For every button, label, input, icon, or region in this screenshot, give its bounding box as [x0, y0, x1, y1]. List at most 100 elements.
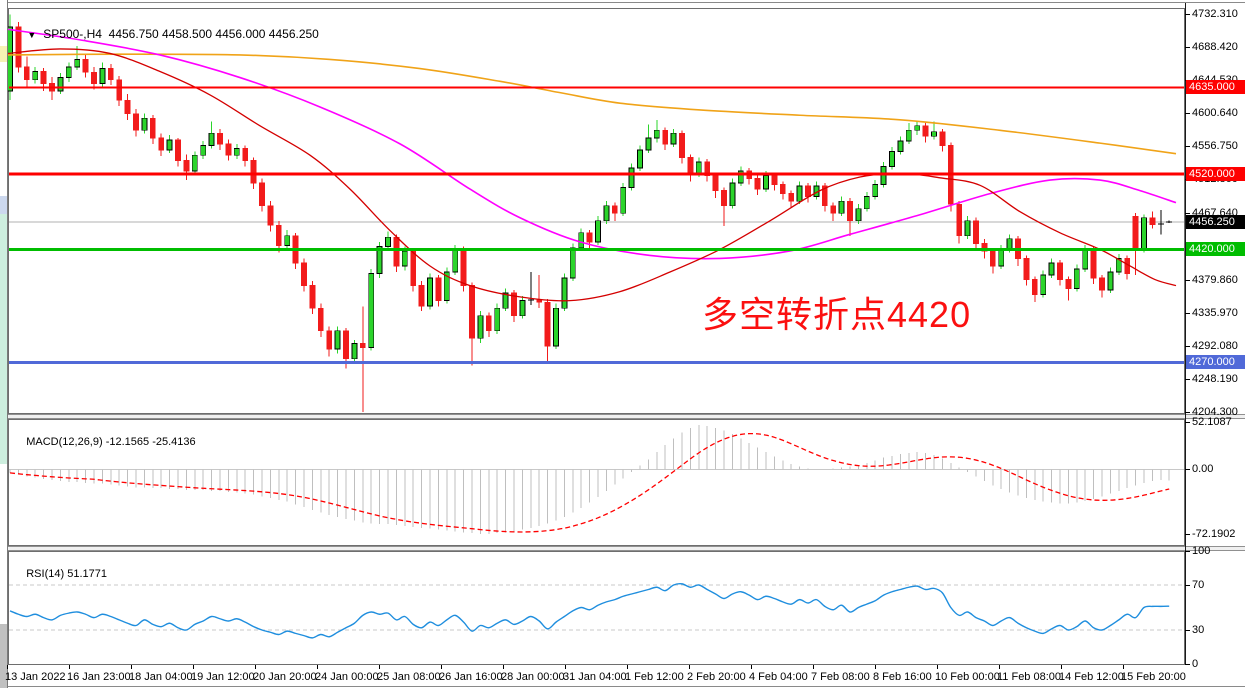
- price-tick-label-tickmark: [1185, 113, 1190, 114]
- rsi-line: [9, 583, 1170, 639]
- price-badge-4270: 4270.000: [1186, 355, 1245, 369]
- macd-header: MACD(12,26,9) -12.1565 -25.4136: [14, 424, 196, 460]
- time-tickmark: [689, 665, 690, 669]
- price-tick-label: 4248.190: [1192, 373, 1238, 385]
- annotation-text: 多空转折点4420: [702, 294, 972, 335]
- ohlc-values: 4456.750 4458.500 4456.000 4456.250: [108, 27, 319, 41]
- price-tick-label-tickmark: [1185, 47, 1190, 48]
- sliver-segment: [0, 464, 7, 624]
- adjacent-window-edge: [0, 0, 7, 688]
- price-badge-4635: 4635.000: [1186, 80, 1245, 94]
- macd-indicator-canvas[interactable]: [8, 419, 1185, 546]
- sliver-segment: [0, 0, 7, 46]
- sliver-segment: [0, 196, 7, 214]
- time-label: 24 Jan 00:00: [315, 671, 379, 683]
- time-tickmark: [131, 665, 132, 669]
- time-label: 1 Feb 12:00: [625, 671, 684, 683]
- time-tickmark: [441, 665, 442, 669]
- price-badge-4420: 4420.000: [1186, 242, 1245, 256]
- price-tick-label: 4556.750: [1192, 140, 1238, 152]
- rsi-tick-label-tickmark: [1185, 664, 1190, 665]
- time-tickmark: [379, 665, 380, 669]
- candlestick-series: [8, 14, 1173, 413]
- rsi-name: RSI(14): [26, 568, 65, 580]
- macd-tick-label-tickmark: [1185, 422, 1190, 423]
- symbol-header: ▼ SP500-,H4 4456.750 4458.500 4456.000 44…: [14, 13, 319, 55]
- time-tickmark: [69, 665, 70, 669]
- collapse-chevron-icon[interactable]: ▼: [27, 30, 37, 40]
- price-badge-4520: 4520.000: [1186, 167, 1245, 181]
- price-tick-label: 4732.310: [1192, 8, 1238, 20]
- rsi-tick-label: 70: [1192, 579, 1205, 591]
- macd-tick-label: 0.00: [1192, 463, 1214, 475]
- ma-slow-orange: [8, 53, 1177, 155]
- price-tick-label-tickmark: [1185, 14, 1190, 15]
- rsi-tick-label-tickmark: [1185, 585, 1190, 586]
- time-label: 18 Jan 04:00: [129, 671, 193, 683]
- time-tickmark: [503, 665, 504, 669]
- ma-mid-magenta: [8, 28, 1177, 260]
- price-tick-label: 4379.860: [1192, 274, 1238, 286]
- price-tick-label-tickmark: [1185, 379, 1190, 380]
- time-label: 15 Feb 20:00: [1121, 671, 1186, 683]
- price-tick-label-tickmark: [1185, 346, 1190, 347]
- macd-tick-label-tickmark: [1185, 469, 1190, 470]
- time-label: 14 Feb 12:00: [1059, 671, 1124, 683]
- macd-values: -12.1565 -25.4136: [105, 436, 196, 448]
- current-price-badge: 4456.250: [1186, 215, 1245, 229]
- time-tickmark: [7, 665, 8, 669]
- time-label: 20 Jan 20:00: [253, 671, 317, 683]
- time-tickmark: [193, 665, 194, 669]
- time-label: 28 Jan 00:00: [501, 671, 565, 683]
- price-tick-label: 4600.640: [1192, 107, 1238, 119]
- window-left-divider: [7, 0, 8, 688]
- time-tickmark: [813, 665, 814, 669]
- rsi-header: RSI(14) 51.1771: [14, 556, 107, 592]
- rsi-indicator-canvas[interactable]: [8, 551, 1185, 665]
- macd-tick-label: -72.1902: [1192, 528, 1236, 540]
- panel-divider-rsi[interactable]: [8, 546, 1245, 551]
- time-tickmark: [1123, 665, 1124, 669]
- time-label: 31 Jan 04:00: [563, 671, 627, 683]
- time-tickmark: [875, 665, 876, 669]
- price-tick-label-tickmark: [1185, 146, 1190, 147]
- price-tick-label: 4204.300: [1192, 406, 1238, 418]
- panel-divider-macd[interactable]: [8, 414, 1245, 419]
- price-tick-label-tickmark: [1185, 412, 1190, 413]
- sliver-segment: [0, 214, 7, 464]
- time-label: 11 Feb 08:00: [997, 671, 1062, 683]
- sliver-segment: [0, 62, 7, 196]
- price-tick-label-tickmark: [1185, 213, 1190, 214]
- window-bottom-edge: [8, 686, 1245, 687]
- price-axis-separator: [1185, 3, 1186, 665]
- rsi-tick-label: 0: [1192, 658, 1199, 670]
- time-label: 16 Jan 23:00: [67, 671, 131, 683]
- sliver-segment: [0, 624, 7, 688]
- time-label: 10 Feb 00:00: [935, 671, 1000, 683]
- time-label: 7 Feb 08:00: [811, 671, 870, 683]
- macd-tick-label: 52.1087: [1192, 416, 1232, 428]
- price-tick-label-tickmark: [1185, 280, 1190, 281]
- time-tickmark: [751, 665, 752, 669]
- time-tickmark: [317, 665, 318, 669]
- rsi-tick-label: 30: [1192, 624, 1205, 636]
- macd-signal-line: [9, 432, 1170, 533]
- macd-name: MACD(12,26,9): [26, 436, 103, 448]
- rsi-tick-label-tickmark: [1185, 630, 1190, 631]
- rsi-tick-label-tickmark: [1185, 551, 1190, 552]
- main-chart-canvas[interactable]: [8, 8, 1185, 414]
- time-label: 4 Feb 04:00: [749, 671, 808, 683]
- time-tickmark: [565, 665, 566, 669]
- time-label: 13 Jan 2022: [5, 671, 66, 683]
- price-tick-label: 4292.080: [1192, 340, 1238, 352]
- time-tickmark: [255, 665, 256, 669]
- ma-fast-red: [8, 48, 1177, 302]
- macd-tick-label-tickmark: [1185, 534, 1190, 535]
- time-label: 26 Jan 16:00: [439, 671, 503, 683]
- sliver-segment: [0, 46, 7, 62]
- time-label: 25 Jan 08:00: [377, 671, 441, 683]
- window-top-edge: [8, 2, 1245, 3]
- time-tickmark: [627, 665, 628, 669]
- time-tickmark: [999, 665, 1000, 669]
